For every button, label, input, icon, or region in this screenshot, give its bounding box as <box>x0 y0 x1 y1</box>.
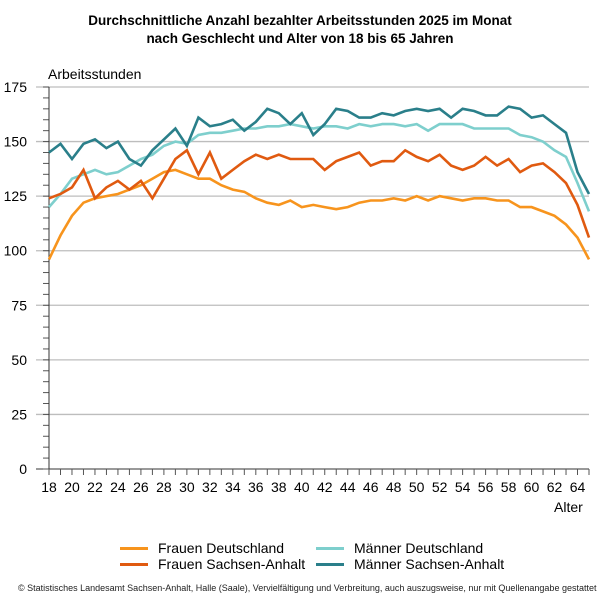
chart-title-line1: Durchschnittliche Anzahl bezahlter Arbei… <box>88 13 512 28</box>
legend-item-maenner-sachsen-anhalt: Männer Sachsen-Anhalt <box>316 556 504 572</box>
x-tick-label: 22 <box>87 479 103 495</box>
x-tick-label: 34 <box>225 479 241 495</box>
x-tick-label: 20 <box>64 479 80 495</box>
x-tick-label: 62 <box>547 479 563 495</box>
series-line-frauen-deutschland <box>47 168 591 261</box>
x-tick-label: 44 <box>340 479 356 495</box>
series-line-maenner-sachsen-anhalt <box>48 105 591 195</box>
legend-item-frauen-deutschland: Frauen Deutschland <box>120 540 284 556</box>
x-tick-label: 50 <box>409 479 425 495</box>
legend-label: Männer Sachsen-Anhalt <box>354 556 505 572</box>
y-tick-label: 25 <box>11 406 27 422</box>
x-tick-label: 52 <box>432 479 448 495</box>
x-tick-label: 48 <box>386 479 402 495</box>
y-tick-label: 150 <box>4 134 28 150</box>
y-tick-label: 75 <box>11 297 27 313</box>
x-tick-label: 26 <box>133 479 149 495</box>
x-tick-label: 28 <box>156 479 172 495</box>
x-tick-label: 40 <box>294 479 310 495</box>
y-tick-label: 100 <box>4 243 28 259</box>
x-axis-label: Alter <box>554 499 583 515</box>
copyright-footer: © Statistisches Landesamt Sachsen-Anhalt… <box>18 583 597 593</box>
x-tick-label: 32 <box>202 479 218 495</box>
legend-swatch <box>316 562 344 566</box>
legend-label: Männer Deutschland <box>354 540 484 556</box>
legend-item-maenner-deutschland: Männer Deutschland <box>316 540 483 556</box>
y-tick-label: 0 <box>19 461 27 477</box>
series-line-maenner-deutschland <box>48 122 591 212</box>
y-tick-label: 125 <box>4 188 28 204</box>
legend-label: Frauen Sachsen-Anhalt <box>158 556 306 572</box>
x-tick-label: 64 <box>570 479 586 495</box>
x-tick-label: 42 <box>317 479 333 495</box>
legend-swatch <box>316 546 344 550</box>
chart-title: Durchschnittliche Anzahl bezahlter Arbei… <box>0 12 600 48</box>
x-tick-label: 18 <box>41 479 57 495</box>
series-line-frauen-sachsen-anhalt <box>48 148 591 239</box>
x-tick-label: 58 <box>501 479 517 495</box>
legend-item-frauen-sachsen-anhalt: Frauen Sachsen-Anhalt <box>120 556 305 572</box>
x-tick-label: 54 <box>455 479 471 495</box>
y-axis-label: Arbeitsstunden <box>48 66 142 82</box>
chart-title-line2: nach Geschlecht und Alter von 18 bis 65 … <box>146 31 454 46</box>
x-tick-label: 36 <box>248 479 264 495</box>
x-tick-label: 38 <box>271 479 287 495</box>
x-tick-label: 46 <box>363 479 379 495</box>
y-tick-label: 50 <box>11 352 27 368</box>
x-tick-label: 56 <box>478 479 494 495</box>
legend-label: Frauen Deutschland <box>158 540 285 556</box>
x-tick-label: 30 <box>179 479 195 495</box>
x-tick-label: 60 <box>524 479 540 495</box>
legend-swatch <box>120 546 148 550</box>
y-tick-label: 175 <box>4 79 28 95</box>
legend-swatch <box>120 562 148 566</box>
x-tick-label: 24 <box>110 479 126 495</box>
